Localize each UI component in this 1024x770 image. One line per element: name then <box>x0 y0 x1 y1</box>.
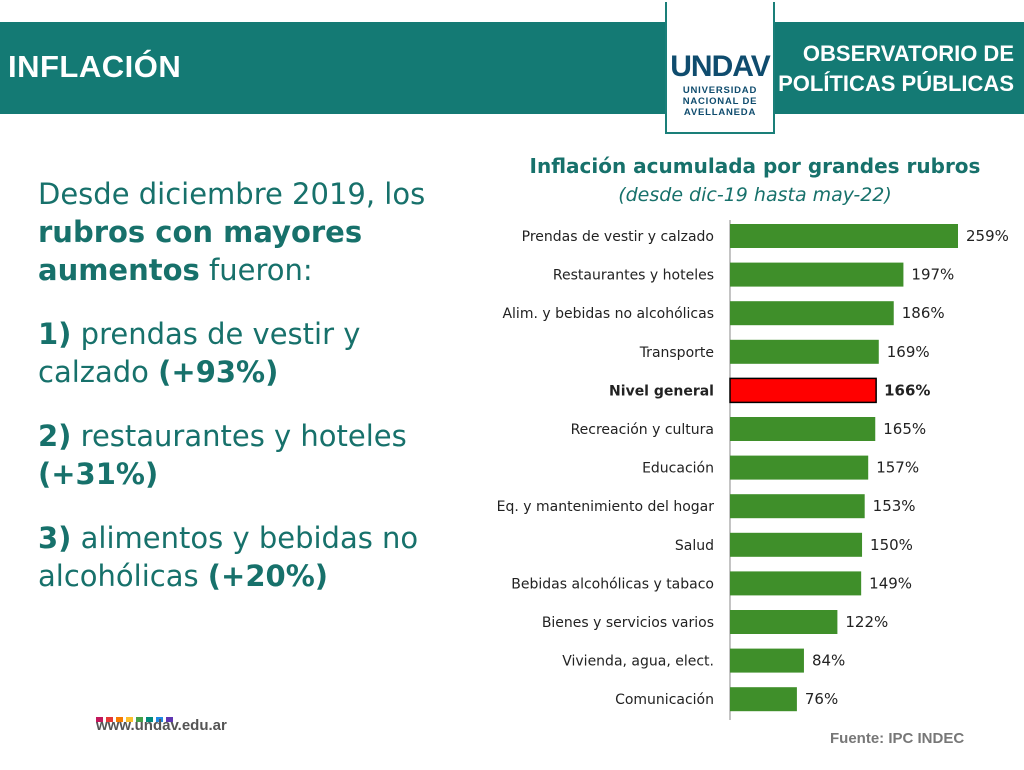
observatorio-line-1: OBSERVATORIO DE <box>802 41 1014 66</box>
color-dot <box>146 717 153 722</box>
intro-bold: rubros con mayores aumentos <box>38 215 363 287</box>
item-3-number: 3) <box>38 521 72 555</box>
value-label: 166% <box>884 381 930 399</box>
value-label: 153% <box>873 497 916 515</box>
category-label: Recreación y cultura <box>571 422 714 438</box>
category-label: Bienes y servicios varios <box>542 615 714 631</box>
item-1: 1) prendas de vestir y calzado (+93%) <box>38 315 438 391</box>
category-label: Prendas de vestir y calzado <box>522 229 714 245</box>
value-label: 186% <box>902 304 945 322</box>
color-dots <box>96 709 176 727</box>
bar <box>730 494 865 519</box>
item-3-text: alimentos y bebidas no alcohólicas <box>38 521 419 593</box>
color-dot <box>116 717 123 722</box>
bar-chart: Prendas de vestir y calzado 259% Restauran… <box>497 220 1009 720</box>
bar <box>729 377 877 404</box>
category-label: Alim. y bebidas no alcohólicas <box>502 306 714 322</box>
category-label: Eq. y mantenimiento del hogar <box>497 499 715 515</box>
undav-logo: UNDAV UNIVERSIDAD NACIONAL DE AVELLANEDA <box>665 2 775 134</box>
item-2-number: 2) <box>38 419 72 453</box>
category-label: Transporte <box>639 345 714 361</box>
item-3-pct: (+20%) <box>207 559 329 593</box>
category-label: Restaurantes y hoteles <box>553 268 714 284</box>
item-2: 2) restaurantes y hoteles (+31%) <box>38 417 438 493</box>
item-1-pct: (+93%) <box>158 355 279 389</box>
color-dot <box>126 717 133 722</box>
category-label: Educación <box>642 461 714 477</box>
value-label: 259% <box>966 227 1009 245</box>
bar <box>730 417 876 441</box>
bar <box>730 687 797 712</box>
chart-title: Inflación acumulada por grandes rubros <box>529 154 981 178</box>
value-label: 76% <box>805 690 838 708</box>
category-label: Vivienda, agua, elect. <box>562 654 714 670</box>
value-label: 122% <box>845 613 888 631</box>
item-3: 3) alimentos y bebidas no alcohólicas (+… <box>38 519 438 595</box>
website-url: www.undav.edu.ar <box>96 717 227 734</box>
summary-text: Desde diciembre 2019, los rubros con may… <box>38 175 438 621</box>
item-1-number: 1) <box>38 317 72 351</box>
bar <box>730 610 838 634</box>
color-dot <box>106 717 113 722</box>
value-label: 84% <box>812 652 845 670</box>
observatorio-line-2: POLÍTICAS PÚBLICAS <box>778 71 1014 96</box>
bar <box>730 455 869 480</box>
item-1-text: prendas de vestir y calzado <box>38 317 361 389</box>
category-label: Bebidas alcohólicas y tabaco <box>511 576 714 592</box>
color-dot <box>96 717 103 722</box>
value-label: 197% <box>911 266 954 284</box>
logo-subtitle: UNIVERSIDAD NACIONAL DE AVELLANEDA <box>667 85 773 118</box>
bar <box>730 532 863 557</box>
value-label: 165% <box>883 420 926 438</box>
logo-line-1: UNIVERSIDAD <box>682 85 758 96</box>
item-2-pct: (+31%) <box>38 457 159 491</box>
source-note: Fuente: IPC INDEC <box>830 730 965 747</box>
bar <box>730 262 904 287</box>
bar <box>730 224 958 248</box>
category-label: Comunicación <box>615 692 714 708</box>
value-label: 169% <box>887 343 930 361</box>
bar <box>730 571 862 596</box>
observatorio-title: OBSERVATORIO DE POLÍTICAS PÚBLICAS <box>778 39 1014 99</box>
bar <box>730 301 894 326</box>
bar <box>730 648 804 673</box>
item-2-text: restaurantes y hoteles <box>71 419 407 453</box>
color-dot <box>156 717 163 722</box>
color-dot <box>166 717 173 722</box>
page-title: INFLACIÓN <box>8 49 182 84</box>
value-label: 150% <box>870 536 913 554</box>
category-label: Nivel general <box>609 383 714 399</box>
intro-text-2: fueron: <box>199 253 313 287</box>
intro-text-1: Desde diciembre 2019, los <box>38 177 426 211</box>
color-dot <box>136 717 143 722</box>
value-label: 149% <box>869 574 912 592</box>
logo-line-3: AVELLANEDA <box>683 107 757 118</box>
bar <box>730 339 879 364</box>
logo-mark: UNDAV <box>670 50 770 83</box>
header-bar: INFLACIÓN OBSERVATORIO DE POLÍTICAS PÚBL… <box>0 22 1024 114</box>
intro-paragraph: Desde diciembre 2019, los rubros con may… <box>38 175 438 289</box>
chart-subtitle: (desde dic-19 hasta may-22) <box>618 184 892 206</box>
logo-line-2: NACIONAL DE <box>682 96 758 107</box>
value-label: 157% <box>876 459 919 477</box>
category-label: Salud <box>675 538 714 554</box>
